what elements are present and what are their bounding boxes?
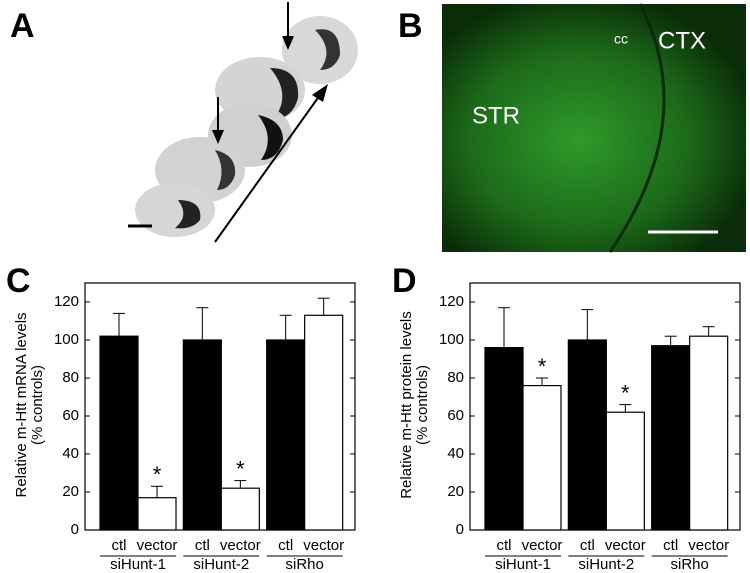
bar-label: ctl [112, 537, 127, 554]
y-tick-label: 0 [71, 521, 79, 538]
group-label: siHunt-2 [578, 556, 634, 573]
y-tick-label: 40 [447, 445, 464, 462]
bar [304, 314, 344, 531]
y-axis-label: (% controls) [414, 365, 431, 445]
y-tick-label: 0 [456, 521, 464, 538]
bar-label: vector [137, 537, 178, 554]
bar [266, 339, 306, 531]
y-axis-label: Relative m-Htt mRNA levels [13, 312, 30, 497]
image-label: cc [614, 31, 628, 47]
image-label: STR [472, 102, 520, 129]
significance-star: * [538, 354, 547, 379]
y-tick-label: 120 [439, 293, 464, 310]
bar [99, 335, 139, 531]
fluorescence-image: cc CTX STR [442, 3, 746, 253]
significance-star: * [236, 456, 245, 481]
bar [522, 385, 562, 531]
bar [182, 339, 222, 531]
bar-label: ctl [195, 537, 210, 554]
y-tick-label: 20 [447, 483, 464, 500]
y-tick-label: 40 [62, 445, 79, 462]
bar-label: vector [522, 537, 563, 554]
bar [689, 335, 729, 531]
y-tick-label: 80 [447, 369, 464, 386]
group-label: siRho [670, 556, 708, 573]
y-tick-label: 100 [54, 331, 79, 348]
panel-label: C [6, 262, 31, 300]
bar [484, 347, 524, 531]
bar-label: vector [303, 537, 344, 554]
bar-label: ctl [278, 537, 293, 554]
significance-star: * [153, 462, 162, 487]
panel-label: D [392, 262, 417, 300]
y-tick-label: 120 [54, 293, 79, 310]
y-axis-label: (% controls) [29, 365, 46, 445]
panel-label: A [10, 7, 35, 45]
bar [220, 487, 260, 531]
bar-label: ctl [663, 537, 678, 554]
y-tick-label: 100 [439, 331, 464, 348]
image-label: CTX [658, 27, 706, 54]
bar [137, 497, 177, 531]
group-label: siHunt-1 [110, 556, 166, 573]
bar-label: vector [220, 537, 261, 554]
bar-label: vector [688, 537, 729, 554]
group-label: siRho [285, 556, 323, 573]
y-tick-label: 20 [62, 483, 79, 500]
bar-label: ctl [497, 537, 512, 554]
panel-label: B [398, 7, 423, 45]
bar-label: ctl [580, 537, 595, 554]
bar [605, 411, 645, 531]
group-label: siHunt-1 [495, 556, 551, 573]
slice-stack [128, 2, 358, 243]
y-tick-label: 60 [62, 407, 79, 424]
bar-label: vector [605, 537, 646, 554]
significance-star: * [621, 380, 630, 405]
y-tick-label: 60 [447, 407, 464, 424]
y-axis-label: Relative m-Htt protein levels [398, 311, 415, 499]
bar [567, 339, 607, 531]
bar [651, 345, 691, 531]
group-label: siHunt-2 [193, 556, 249, 573]
y-tick-label: 80 [62, 369, 79, 386]
